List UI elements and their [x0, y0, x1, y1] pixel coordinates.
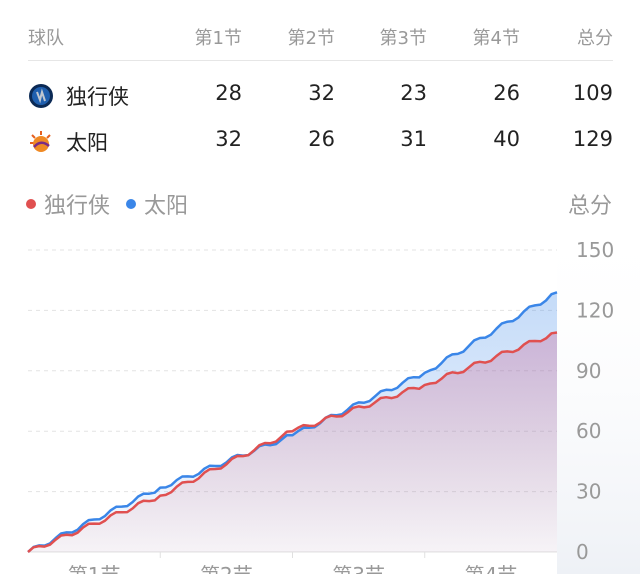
mavericks-dot-icon [26, 199, 36, 209]
y-tick-label: 120 [576, 298, 614, 322]
mavs-total: 109 [572, 81, 613, 105]
table-header-row: 球队 第1节 第2节 第3节 第4节 总分 [28, 0, 613, 61]
mavs-q2: 32 [308, 81, 335, 105]
team-cell: 独行侠 [28, 81, 129, 111]
chart-legend: 独行侠 太阳 [26, 188, 204, 220]
suns-total: 129 [572, 127, 613, 151]
team-cell: 太阳 [28, 127, 108, 157]
mavericks-logo-icon [28, 83, 54, 109]
x-tick-label: 第1节 [68, 563, 121, 574]
y-tick-label: 150 [576, 238, 614, 262]
suns-q3: 31 [400, 127, 427, 151]
mavs-q4: 26 [493, 81, 520, 105]
mavs-q3: 23 [400, 81, 427, 105]
x-tick-label: 第3节 [332, 563, 385, 574]
x-tick-label: 第2节 [200, 563, 253, 574]
header-q3: 第3节 [379, 28, 427, 49]
legend-item-mavericks[interactable]: 独行侠 [26, 188, 110, 220]
header-total: 总分 [577, 28, 613, 49]
series-line-suns [27, 291, 558, 553]
legend-label: 太阳 [144, 194, 189, 219]
table-row-suns[interactable]: 太阳 32 26 31 40 129 [28, 107, 613, 155]
suns-q2: 26 [308, 127, 335, 151]
chart-right-band [557, 210, 640, 574]
header-q1: 第1节 [194, 28, 242, 49]
y-tick-label: 60 [576, 419, 601, 443]
y-tick-label: 30 [576, 480, 601, 504]
header-q2: 第2节 [287, 28, 335, 49]
y-tick-label: 0 [576, 540, 589, 564]
suns-q4: 40 [493, 127, 520, 151]
y-tick-label: 90 [576, 359, 601, 383]
team-name: 独行侠 [66, 85, 129, 109]
suns-dot-icon [126, 199, 137, 209]
suns-logo-icon [28, 129, 54, 155]
legend-item-suns[interactable]: 太阳 [126, 188, 188, 220]
suns-q1: 32 [215, 127, 242, 151]
score-table: 球队 第1节 第2节 第3节 第4节 总分 独行侠 28 32 23 26 10… [28, 0, 613, 155]
header-q4: 第4节 [472, 28, 520, 49]
x-tick-label: 第4节 [465, 563, 518, 574]
team-name: 太阳 [66, 131, 108, 155]
score-progression-chart: 150 120 90 60 30 0 第1节 第2节 第3节 第4节 [27, 210, 640, 574]
legend-label: 独行侠 [44, 194, 111, 219]
table-row-mavericks[interactable]: 独行侠 28 32 23 26 109 [28, 61, 613, 109]
mavs-q1: 28 [215, 81, 242, 105]
header-team: 球队 [28, 28, 64, 49]
